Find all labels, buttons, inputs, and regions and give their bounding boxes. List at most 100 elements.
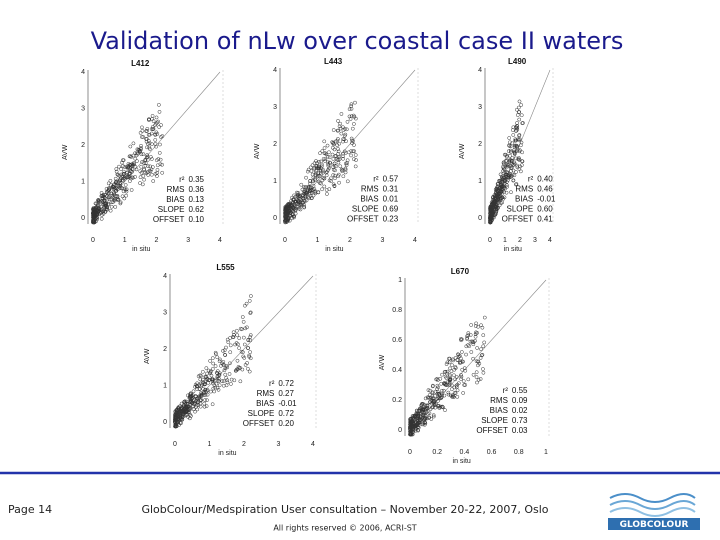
scatter-dot	[491, 195, 495, 200]
scatter-dot	[138, 131, 143, 135]
scatter-dot	[495, 182, 500, 186]
scatter-dot	[515, 107, 519, 112]
scatter-dot	[336, 149, 341, 154]
scatter-dot	[459, 360, 463, 365]
scatter-dot	[137, 148, 141, 153]
scatter-dot	[343, 170, 348, 175]
scatter-dot	[229, 377, 234, 382]
stat-value: 0.09	[512, 396, 528, 405]
stat-value: 0.13	[188, 195, 204, 204]
scatter-dot	[514, 143, 519, 148]
scatter-dot	[130, 170, 134, 174]
panel-label: L443	[324, 57, 343, 66]
scatter-dot	[143, 161, 148, 166]
scatter-dot	[209, 369, 213, 374]
scatter-dot	[184, 404, 189, 409]
scatter-dot	[481, 333, 486, 338]
scatter-dot	[235, 367, 240, 372]
scatter-dot	[517, 99, 522, 104]
scatter-dot	[111, 185, 116, 189]
scatter-dot	[217, 383, 222, 388]
scatter-dot	[341, 174, 346, 179]
scatter-dot	[506, 149, 511, 154]
scatter-dot	[178, 409, 183, 414]
scatter-dot	[195, 383, 199, 388]
y-tick-label: 4	[81, 69, 85, 76]
scatter-dot	[468, 333, 473, 337]
x-tick-label: 2	[348, 237, 352, 244]
scatter-dot	[107, 186, 111, 190]
scatter-dot	[515, 147, 520, 152]
scatter-dot	[469, 350, 474, 354]
scatter-dot	[445, 360, 450, 365]
stat-name: RMS	[361, 185, 379, 194]
scatter-dot	[245, 366, 250, 371]
scatter-dot	[91, 210, 96, 215]
scatter-dot	[449, 387, 454, 392]
scatter-dot	[519, 113, 524, 118]
scatter-dot	[446, 390, 451, 395]
scatter-dot	[338, 164, 343, 169]
scatter-dot	[436, 385, 440, 390]
scatter-dot	[237, 336, 242, 340]
scatter-dot	[148, 164, 152, 169]
scatter-dot	[314, 164, 319, 169]
scatter-dot	[190, 401, 194, 405]
scatter-dot	[315, 161, 319, 165]
scatter-dot	[141, 152, 146, 157]
scatter-dot	[113, 205, 118, 209]
stat-name: SLOPE	[507, 205, 534, 214]
scatter-dot	[295, 193, 300, 198]
scatter-dot	[198, 398, 203, 403]
x-tick-label: 3	[381, 237, 385, 244]
scatter-dot	[351, 113, 356, 118]
scatter-dot	[110, 195, 115, 200]
scatter-dot	[102, 204, 107, 209]
scatter-dot	[496, 199, 501, 204]
scatter-dot	[351, 157, 356, 162]
scatter-dot	[223, 366, 228, 371]
scatter-dot	[335, 138, 340, 143]
scatter-dot	[344, 127, 349, 132]
scatter-dot	[140, 160, 144, 164]
scatter-dot	[343, 151, 348, 155]
scatter-dot	[245, 361, 249, 365]
scatter-dot	[246, 346, 251, 350]
scatter-dot	[442, 393, 447, 398]
scatter-dot	[296, 191, 301, 195]
scatter-dot	[339, 131, 344, 136]
scatter-dot	[145, 154, 150, 159]
scatter-dot	[488, 220, 493, 225]
y-tick-label: 2	[478, 141, 482, 148]
scatter-dot	[442, 381, 447, 385]
scatter-dot	[504, 175, 509, 179]
scatter-dot	[120, 186, 124, 190]
stat-value: 0.62	[188, 205, 204, 214]
scatter-dot	[520, 159, 524, 163]
scatter-dot	[101, 211, 106, 216]
scatter-dot	[422, 403, 427, 407]
scatter-dot	[337, 180, 341, 185]
scatter-dot	[298, 198, 303, 202]
scatter-dot	[446, 392, 451, 397]
scatter-dot	[429, 397, 434, 402]
scatter-dot	[431, 414, 436, 419]
scatter-dot	[198, 404, 203, 409]
scatter-dot	[517, 117, 522, 122]
scatter-dot	[235, 358, 240, 363]
scatter-dot	[495, 198, 499, 203]
scatter-dot	[227, 372, 232, 376]
x-axis-label: in situ	[132, 246, 150, 253]
scatter-dot	[474, 321, 479, 326]
scatter-dot	[466, 377, 471, 382]
scatter-dot	[504, 172, 508, 177]
scatter-dot	[299, 182, 304, 187]
scatter-dot	[240, 327, 244, 332]
y-tick-label: 4	[163, 273, 167, 280]
scatter-dot	[183, 399, 187, 404]
stat-name: r²	[269, 379, 275, 388]
scatter-dot	[128, 144, 133, 149]
scatter-dot	[454, 375, 459, 379]
scatter-dot	[124, 175, 129, 180]
scatter-dot	[424, 405, 429, 410]
